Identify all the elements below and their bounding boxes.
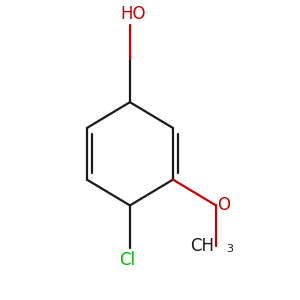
Text: HO: HO [120, 5, 146, 23]
Text: O: O [218, 196, 230, 214]
Text: 3: 3 [226, 244, 233, 254]
Text: CH: CH [190, 237, 214, 255]
Text: Cl: Cl [119, 251, 135, 269]
